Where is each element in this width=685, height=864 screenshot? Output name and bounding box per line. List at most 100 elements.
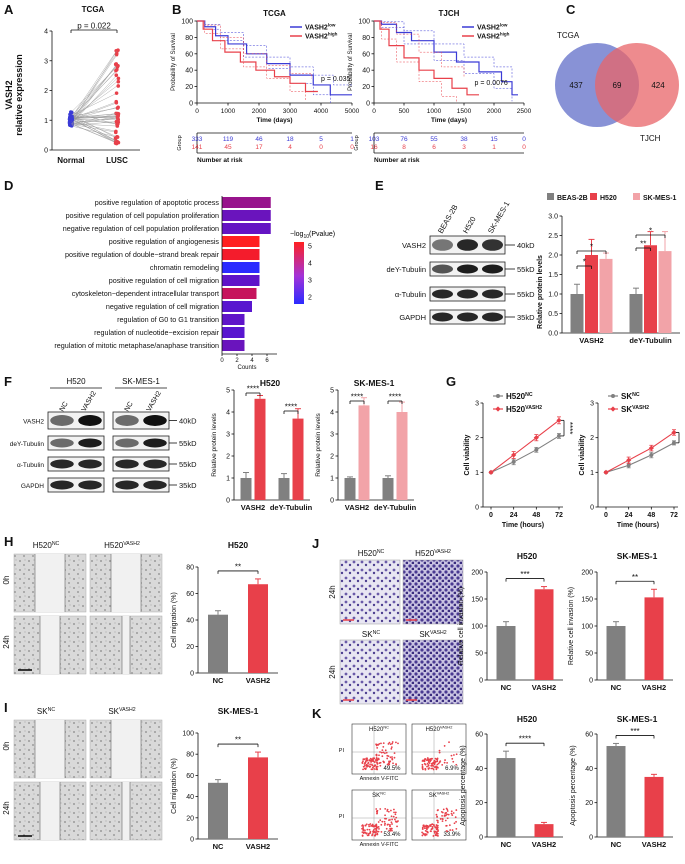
panel-k-event: [377, 766, 379, 768]
panel-f-0-ytick-label: 0: [226, 498, 230, 505]
panel-a-lusc-point: [116, 117, 120, 121]
panel-k-1-bar: [645, 777, 664, 837]
panel-g-1-ytick-label: 3: [590, 401, 594, 408]
panel-k-event: [426, 834, 428, 836]
panel-g-xtick-label: 72: [555, 512, 563, 519]
panel-k-event: [391, 819, 393, 821]
panel-k-event: [393, 811, 395, 813]
panel-k-event: [425, 825, 427, 827]
panel-k-event: [373, 768, 375, 770]
panel-k-event: [437, 767, 439, 769]
panel-f-sig-b-sig: ****: [389, 393, 401, 402]
panel-i-scratch: [111, 720, 141, 778]
panel-k-event: [391, 823, 393, 825]
panel-a-xlabel-lusc: LUSC: [106, 156, 128, 165]
panel-e-kd-label: 40kD: [517, 241, 535, 250]
panel-d-legend-title: −log10(Pvalue): [290, 231, 335, 240]
panel-e-legend-label: H520: [600, 195, 617, 202]
panel-k-event: [377, 759, 379, 761]
panel-k-event: [445, 814, 447, 816]
panel-b-tcga-risk-low: 46: [255, 136, 263, 143]
panel-j-0-sig-sig: ***: [520, 570, 529, 579]
panel-j-1-ytick-label: 200: [581, 570, 593, 577]
panel-g-sig: ****: [565, 422, 574, 434]
panel-d-xtick-label: 4: [250, 358, 254, 364]
panel-g-point: [626, 458, 631, 463]
panel-f-ylabel: Relative protein levels: [315, 412, 322, 476]
panel-k-event: [433, 824, 435, 826]
panel-k-0-ytick-label: 0: [479, 835, 483, 842]
panel-k-event: [375, 808, 377, 810]
panel-f-blot-1-0-band: [143, 415, 167, 426]
panel-k-event: [432, 762, 434, 764]
panel-k-event: [424, 768, 426, 770]
panel-c-circle-tjch: [595, 43, 679, 127]
panel-k-event: [394, 757, 396, 759]
panel-k-1-xtick-label: NC: [611, 840, 622, 849]
panel-j-0-xtick-label: NC: [501, 683, 512, 692]
panel-k-event: [455, 828, 457, 830]
panel-k-event: [391, 821, 393, 823]
panel-f-blot-1-0-band: [115, 415, 139, 426]
panel-k-event: [452, 829, 454, 831]
panel-k-1-bar: [607, 746, 626, 837]
panel-f-0-bar: [279, 478, 290, 500]
panel-e-blot-2-band: [457, 290, 478, 299]
panel-b-tjch-xtick-label: 1500: [457, 108, 472, 115]
panel-k-event: [384, 808, 386, 810]
panel-f-1-xtick-label: VASH2: [345, 503, 369, 512]
panel-i-chart-title: SK-MES-1: [218, 706, 259, 716]
panel-j-micrograph: [403, 560, 463, 624]
panel-k-event: [431, 765, 433, 767]
panel-k-event: [426, 828, 428, 830]
panel-k-1-ytick-label: 60: [585, 732, 593, 739]
panel-g-legend-nc-marker: [611, 394, 615, 398]
panel-k-event: [434, 826, 436, 828]
panel-d-go-bar: [222, 301, 252, 312]
panel-k-event: [371, 768, 373, 770]
panel-d-xtick-label: 2: [235, 358, 239, 364]
panel-g-xlabel: Time (hours): [617, 522, 659, 529]
panel-b-tjch-risk-high: 1: [492, 144, 496, 151]
panel-g-point: [627, 463, 631, 467]
panel-i-scratch: [122, 782, 130, 840]
panel-k-event: [434, 766, 436, 768]
panel-f-blot-0-0-band: [50, 415, 74, 426]
panel-b-tcga-risk-high: 45: [224, 144, 232, 151]
panel-f-1-xtick-label: deY-Tubulin: [374, 503, 417, 512]
panel-f-1-ytick-label: 2: [330, 454, 334, 461]
panel-a-lusc-point: [116, 124, 120, 128]
panel-f-blot-0-3-band: [50, 481, 74, 490]
panel-f-blot-0-2-band: [78, 460, 102, 469]
panel-a-ylabel-2: relative expression: [14, 54, 24, 136]
panel-i-ytick-label: 0: [190, 837, 194, 844]
panel-k-event: [376, 755, 378, 757]
panel-k-event: [378, 826, 380, 828]
panel-j-0-ytick-label: 150: [471, 597, 483, 604]
panel-f-0-bar: [241, 478, 252, 500]
panel-k-event: [451, 755, 453, 757]
panel-f-0-bar: [293, 419, 304, 500]
panel-k-event: [390, 810, 392, 812]
panel-d-go-bar: [222, 288, 257, 299]
panel-k-event: [363, 832, 365, 834]
panel-f-1-ytick-label: 1: [330, 476, 334, 483]
panel-j-ylabel: Relative cell invasion (%): [458, 587, 465, 665]
panel-k-event: [444, 812, 446, 814]
panel-k-event: [422, 767, 424, 769]
panel-e-bar: [600, 259, 613, 333]
panel-k-event: [366, 765, 368, 767]
panel-b-tjch-risk-high: 8: [402, 144, 406, 151]
panel-k-event: [366, 829, 368, 831]
panel-k-1-ytick-label: 20: [585, 800, 593, 807]
panel-f-1-bar: [397, 412, 408, 500]
panel-e-blot-label: deY-Tubulin: [387, 265, 426, 274]
panel-a-ytick-label: 4: [44, 29, 48, 36]
panel-g-xtick-label: 0: [489, 512, 493, 519]
panel-letter-C: C: [566, 2, 576, 17]
panel-a-lusc-point: [114, 69, 118, 73]
panel-k-event: [376, 757, 378, 759]
panel-h-col-nc: H520NC: [33, 541, 60, 550]
panel-i-bar: [208, 783, 228, 839]
